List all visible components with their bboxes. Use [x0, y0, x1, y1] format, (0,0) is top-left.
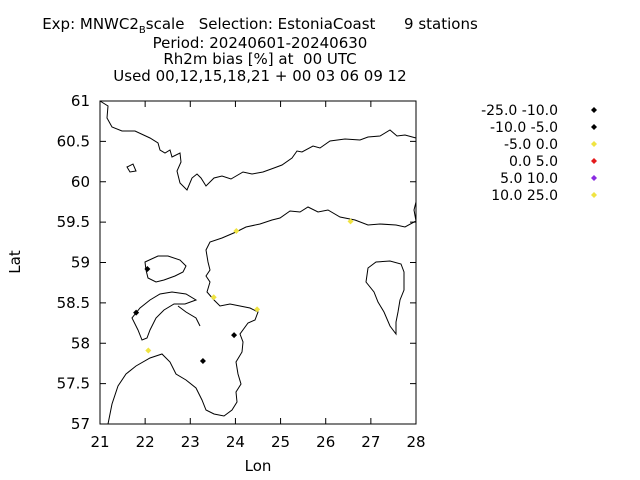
station-point-8: [347, 218, 354, 225]
legend-marker-0: [591, 107, 597, 113]
legend-marker-1: [591, 124, 597, 130]
station-point-3: [231, 332, 238, 339]
station-point-7: [233, 228, 240, 235]
y-tick-label-1: 57.5: [57, 375, 90, 393]
x-tick-label-2: 23: [181, 433, 200, 451]
y-tick-label-7: 60.5: [57, 132, 90, 150]
y-tick-label-6: 60: [71, 173, 90, 191]
station-point-2: [199, 358, 206, 365]
x-tick-label-5: 26: [316, 433, 335, 451]
x-axis-label: Lon: [245, 457, 272, 475]
station-point-0: [144, 265, 151, 272]
title-line-2: Period: 20240601-20240630: [152, 34, 368, 52]
x-tick-label-7: 28: [406, 433, 425, 451]
y-tick-label-3: 58.5: [57, 294, 90, 312]
axis-ticks: 21 22 23 24 25 26 27 28 57 57.5 58 58.5 59 59.5 60 60.5…: [57, 92, 426, 451]
y-tick-label-5: 59.5: [57, 213, 90, 231]
y-tick-label-2: 58: [71, 334, 90, 352]
legend-marker-2: [591, 141, 597, 147]
legend-label-4: 5.0 10.0: [500, 171, 558, 187]
station-points: [133, 218, 354, 365]
legend-label-5: 10.0 25.0: [491, 188, 558, 204]
coastline-map: [99, 100, 417, 425]
x-tick-label-1: 22: [136, 433, 155, 451]
title-line-1: Exp: MNWC2Bscale Selection: EstoniaCoast…: [42, 15, 478, 37]
legend-marker-3: [591, 158, 597, 164]
legend: -25.0 -10.0-10.0 -5.0-5.0 0.00.0 5.05.0 …: [481, 103, 597, 204]
x-tick-label-0: 21: [90, 433, 109, 451]
station-point-5: [210, 294, 217, 301]
station-point-6: [254, 306, 261, 313]
station-point-4: [145, 347, 152, 354]
y-axis-label: Lat: [6, 250, 24, 274]
title-line-3: Rh2m bias [%] at 00 UTC: [163, 50, 357, 68]
legend-label-3: 0.0 5.0: [509, 154, 558, 170]
x-tick-label-6: 27: [361, 433, 380, 451]
plot-axes: [99, 100, 417, 425]
title-line-4: Used 00,12,15,18,21 + 00 03 06 09 12: [113, 67, 407, 85]
legend-label-1: -10.0 -5.0: [490, 120, 558, 136]
plot-frame: [99, 100, 417, 425]
x-tick-label-3: 24: [226, 433, 245, 451]
y-tick-label-8: 61: [71, 92, 90, 110]
station-point-1: [133, 309, 140, 316]
y-tick-label-0: 57: [71, 415, 90, 433]
legend-label-0: -25.0 -10.0: [481, 103, 558, 119]
legend-marker-5: [591, 192, 597, 198]
legend-label-2: -5.0 0.0: [504, 137, 558, 153]
y-tick-label-4: 59: [71, 254, 90, 272]
legend-marker-4: [591, 175, 597, 181]
x-tick-label-4: 25: [271, 433, 290, 451]
